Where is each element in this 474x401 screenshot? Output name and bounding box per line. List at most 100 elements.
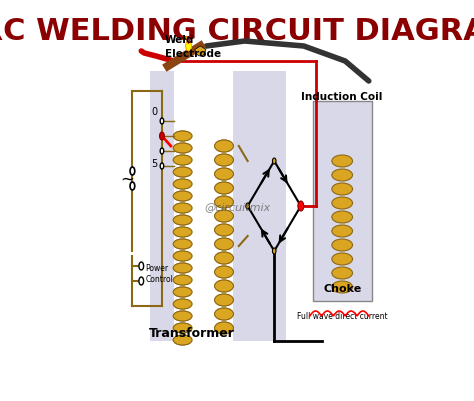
Ellipse shape <box>332 267 353 279</box>
Ellipse shape <box>174 144 191 154</box>
Circle shape <box>299 203 302 209</box>
Ellipse shape <box>174 311 191 321</box>
Circle shape <box>246 203 249 209</box>
Ellipse shape <box>215 168 234 180</box>
Ellipse shape <box>173 299 192 309</box>
Text: Induction Coil: Induction Coil <box>301 92 383 102</box>
Circle shape <box>298 201 304 211</box>
Ellipse shape <box>173 323 192 333</box>
Ellipse shape <box>215 280 234 292</box>
Ellipse shape <box>215 294 233 306</box>
Ellipse shape <box>173 311 192 321</box>
Circle shape <box>139 277 144 285</box>
Bar <box>150 72 286 341</box>
Ellipse shape <box>173 180 192 190</box>
Text: ~: ~ <box>121 170 135 188</box>
Ellipse shape <box>332 170 353 182</box>
Text: Choke: Choke <box>323 283 361 293</box>
Ellipse shape <box>332 184 353 196</box>
Circle shape <box>273 248 276 254</box>
Text: Full wave direct current: Full wave direct current <box>297 311 388 320</box>
Ellipse shape <box>173 263 192 273</box>
Ellipse shape <box>215 196 234 209</box>
Ellipse shape <box>332 198 353 209</box>
Ellipse shape <box>215 239 233 250</box>
Ellipse shape <box>173 275 192 285</box>
Circle shape <box>160 149 164 155</box>
Ellipse shape <box>173 239 192 249</box>
Ellipse shape <box>215 252 233 264</box>
Ellipse shape <box>215 239 234 250</box>
Ellipse shape <box>332 225 353 237</box>
Ellipse shape <box>174 287 191 297</box>
Text: Electrode: Electrode <box>165 49 221 59</box>
Circle shape <box>139 262 144 270</box>
Ellipse shape <box>215 322 233 334</box>
Ellipse shape <box>215 280 233 292</box>
Ellipse shape <box>332 253 353 265</box>
Ellipse shape <box>173 215 192 225</box>
Ellipse shape <box>173 251 192 261</box>
Circle shape <box>160 119 164 125</box>
Ellipse shape <box>173 132 192 142</box>
Ellipse shape <box>173 156 192 166</box>
Ellipse shape <box>215 155 233 166</box>
Ellipse shape <box>215 225 233 237</box>
Ellipse shape <box>174 227 191 237</box>
Ellipse shape <box>174 299 191 309</box>
Ellipse shape <box>332 281 353 293</box>
Ellipse shape <box>173 203 192 213</box>
Ellipse shape <box>174 323 191 333</box>
Circle shape <box>130 182 135 190</box>
Bar <box>313 102 372 301</box>
Ellipse shape <box>215 294 234 306</box>
Ellipse shape <box>173 287 192 297</box>
Ellipse shape <box>174 239 191 249</box>
Ellipse shape <box>174 275 191 285</box>
Ellipse shape <box>173 335 192 345</box>
Ellipse shape <box>215 182 233 194</box>
Text: ARC WELDING CIRCUIT DIAGRAM: ARC WELDING CIRCUIT DIAGRAM <box>0 17 474 46</box>
Ellipse shape <box>215 141 234 153</box>
Ellipse shape <box>174 263 191 273</box>
Circle shape <box>160 133 164 141</box>
Ellipse shape <box>174 215 191 225</box>
Ellipse shape <box>215 308 233 320</box>
Ellipse shape <box>215 322 234 334</box>
Wedge shape <box>195 47 206 57</box>
Ellipse shape <box>215 266 234 278</box>
Text: Power
Control: Power Control <box>146 263 173 283</box>
Ellipse shape <box>215 196 233 209</box>
Text: 0: 0 <box>152 107 158 117</box>
Ellipse shape <box>173 192 192 201</box>
Ellipse shape <box>174 335 191 345</box>
Circle shape <box>273 159 276 164</box>
Ellipse shape <box>173 227 192 237</box>
Ellipse shape <box>332 239 353 251</box>
Ellipse shape <box>173 168 192 178</box>
Ellipse shape <box>215 211 234 223</box>
Ellipse shape <box>173 144 192 154</box>
Ellipse shape <box>174 192 191 201</box>
Ellipse shape <box>215 252 234 264</box>
Ellipse shape <box>215 155 234 166</box>
Circle shape <box>160 164 164 170</box>
Circle shape <box>186 42 191 52</box>
Text: @circuitmix: @circuitmix <box>204 201 270 211</box>
Ellipse shape <box>332 211 353 223</box>
Ellipse shape <box>215 225 234 237</box>
Ellipse shape <box>215 182 234 194</box>
Ellipse shape <box>174 156 191 166</box>
Text: 5: 5 <box>152 159 158 168</box>
Text: Weld: Weld <box>165 35 194 45</box>
Text: Transformer: Transformer <box>148 326 235 339</box>
Ellipse shape <box>215 308 234 320</box>
Ellipse shape <box>215 211 233 223</box>
Ellipse shape <box>174 132 191 142</box>
Ellipse shape <box>174 251 191 261</box>
Ellipse shape <box>215 266 233 278</box>
Circle shape <box>160 134 164 140</box>
Ellipse shape <box>174 203 191 213</box>
Circle shape <box>130 168 135 176</box>
Ellipse shape <box>215 141 233 153</box>
